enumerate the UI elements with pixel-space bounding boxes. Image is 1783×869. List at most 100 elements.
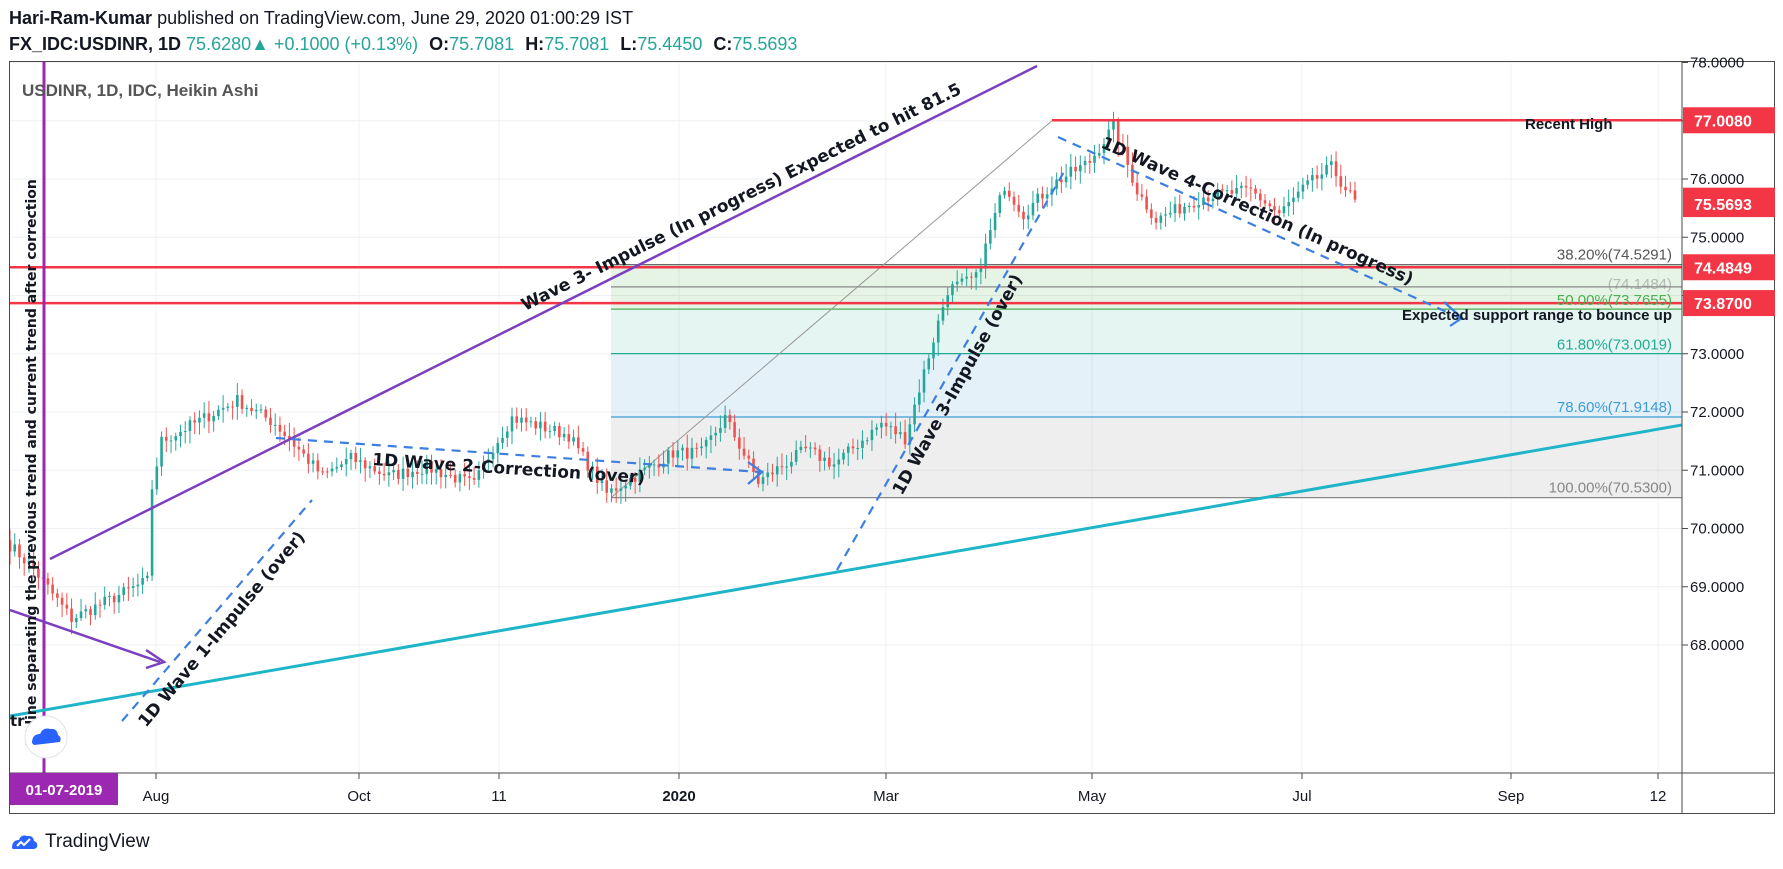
candle-body [146, 575, 149, 579]
candle-body [1055, 179, 1058, 189]
candle-body [1031, 202, 1035, 216]
candle-body [311, 460, 315, 464]
candle-body [1292, 197, 1295, 203]
candle-body [1353, 190, 1357, 200]
candle-body [865, 440, 869, 442]
candle-body [1254, 188, 1257, 194]
candle-body [482, 462, 485, 471]
candle-body [1202, 197, 1205, 206]
candle-body [250, 407, 253, 412]
price-label-badge [1683, 191, 1775, 218]
wave3-dashed-line [836, 169, 1066, 571]
candle-body [387, 472, 391, 476]
candle-body [951, 284, 954, 296]
candle-body [1301, 184, 1305, 192]
candle-body [1325, 164, 1328, 175]
price-axis[interactable]: 68.0000 69.0000 70.0000 71.0000 72.0000 73.00… [1681, 55, 1775, 814]
candle-body [771, 472, 774, 475]
candle-body [491, 453, 495, 460]
candle-body [955, 281, 959, 285]
high-label: H: [525, 34, 545, 54]
candle-body [122, 587, 125, 595]
price-label-badge [1683, 254, 1775, 281]
candle-body [27, 561, 31, 564]
candle-body [231, 406, 234, 408]
chart-frame[interactable] [9, 61, 1775, 814]
candle-body [671, 450, 675, 458]
fib-zone [611, 416, 1682, 498]
candle-body [704, 439, 708, 447]
candle-body [60, 597, 64, 605]
candle-body [1173, 204, 1177, 214]
fib-zone [611, 309, 1682, 354]
candle-body [889, 426, 893, 428]
chart-title: USDINR, 1D, IDC, Heikin Ashi [22, 81, 258, 100]
candle-body [444, 474, 448, 478]
y-tick-label: 75.0000 [1690, 229, 1744, 246]
candle-body [292, 440, 296, 447]
highlighted-date-label: 01-07-2019 [26, 782, 103, 799]
candle-body [936, 320, 940, 343]
candle-body [818, 449, 822, 461]
candle-body [1187, 205, 1191, 207]
candle-body [591, 466, 594, 471]
tradingview-brand[interactable]: TradingView [45, 831, 150, 852]
price-change: +0.1000 (+0.13%) [273, 34, 419, 54]
candle-body [1263, 200, 1267, 204]
candle-body [1273, 206, 1276, 211]
candle-body [37, 568, 40, 578]
candle-body [1268, 203, 1272, 207]
candle-body [700, 446, 703, 449]
candle-body [425, 460, 429, 474]
candle-body [198, 417, 201, 423]
price-label-value: 77.0080 [1694, 113, 1752, 130]
y-tick-label: 73.0000 [1690, 346, 1744, 363]
candle-body [567, 433, 571, 442]
candle-body [1320, 174, 1324, 179]
candle-body [586, 451, 590, 471]
candle-body [75, 618, 78, 623]
high-value: 75.7081 [544, 34, 610, 54]
time-axis[interactable]: Aug Oct 11 2020 Mar May Jul Sep 12 01-07-2019 [10, 772, 1775, 805]
candle-body [117, 594, 121, 603]
candle-body [354, 452, 358, 463]
candle-body [970, 276, 973, 278]
candle-body [1211, 198, 1215, 202]
candle-body [558, 425, 561, 438]
published-info: published on TradingView.com, June 29, 2… [157, 8, 634, 28]
fib-level-label: 78.60%(71.9148) [1557, 399, 1672, 416]
fib-level-label: (74.1484) [1608, 276, 1672, 293]
candle-body [221, 407, 225, 410]
x-tick-label: Mar [873, 788, 899, 805]
candle-body [406, 468, 410, 478]
candle-body [875, 427, 878, 430]
candle-body [164, 436, 168, 441]
candle-body [1277, 210, 1281, 214]
candle-body [463, 474, 466, 477]
candle-body [397, 470, 400, 479]
price-label-value: 73.8700 [1694, 296, 1752, 313]
candle-body [458, 474, 462, 483]
tradingview-footer: TradingView [9, 830, 150, 854]
wave1-label: 1D Wave 1-Impulse (over) [135, 528, 310, 731]
candle-body [823, 457, 826, 461]
candle-body [832, 464, 836, 467]
candle-body [1183, 206, 1186, 214]
chart-logo-button[interactable] [24, 715, 68, 759]
candle-body [103, 596, 107, 606]
candle-body [1045, 194, 1049, 199]
candle-body [259, 409, 263, 411]
up-arrow-icon: ▲ [251, 34, 269, 54]
candle-body [273, 424, 277, 426]
candle-body [1041, 193, 1044, 199]
chart-drawings [10, 62, 1682, 773]
candle-body [487, 459, 490, 463]
candle-body [307, 453, 310, 464]
candle-body [1206, 197, 1210, 202]
candle-body [193, 420, 197, 423]
author-name[interactable]: Hari-Ram-Kumar [9, 8, 153, 28]
candle-body [908, 424, 912, 445]
candle-body [553, 425, 556, 432]
candle-body [870, 429, 874, 441]
